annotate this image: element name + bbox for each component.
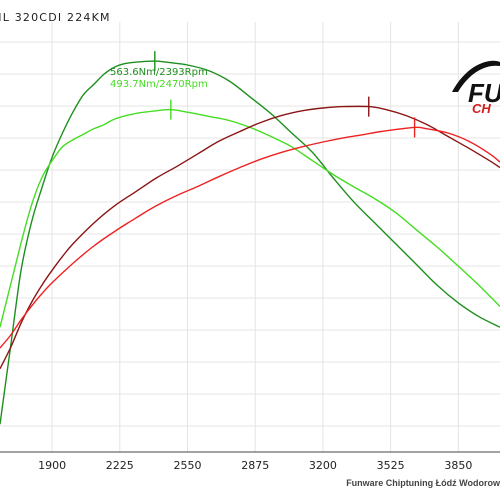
series-line-4 — [0, 126, 500, 349]
peak-markers — [154, 51, 416, 138]
x-tick-label: 2550 — [174, 459, 202, 472]
footer-credit: Funware Chiptuning Łódź Wodorow — [346, 478, 500, 488]
x-tick-label: 3525 — [377, 459, 405, 472]
series-line-1 — [0, 60, 500, 425]
x-tick-label: 3200 — [309, 459, 337, 472]
x-tick-labels: 1900 2225 2550 2875 3200 3525 3850 — [38, 459, 472, 472]
logo-line2: CH — [472, 101, 491, 116]
logo-line1: FUN — [468, 78, 500, 108]
x-tick-label: 2225 — [106, 459, 134, 472]
peak-annotation-2: 493.7Nm/2470Rpm — [110, 79, 208, 90]
x-tick-label: 2875 — [241, 459, 269, 472]
peak-annotation-1: 563.6Nm/2393Rpm — [110, 67, 208, 78]
series-line-3 — [0, 105, 500, 370]
x-tick-label: 1900 — [38, 459, 66, 472]
chart-title: ML 320CDI 224KM — [0, 11, 111, 24]
brand-logo: FUN CH — [452, 60, 500, 116]
grid — [0, 22, 500, 453]
x-tick-label: 3850 — [444, 459, 472, 472]
series-line-2 — [0, 108, 500, 328]
series-lines — [0, 60, 500, 425]
